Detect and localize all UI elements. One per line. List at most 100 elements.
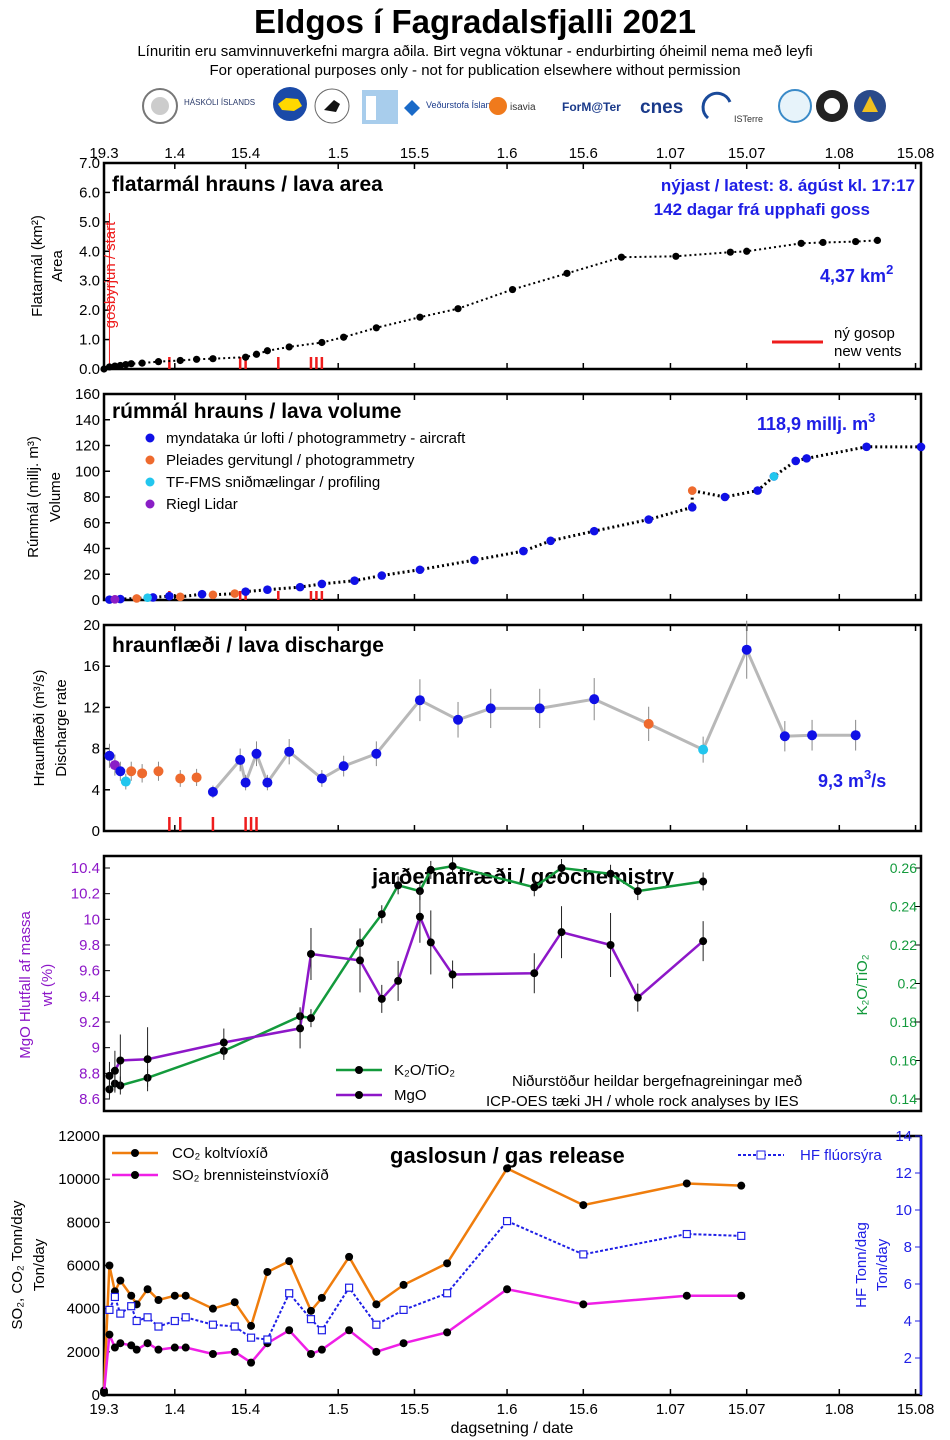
x-top-tick-label: 15.6 bbox=[569, 145, 598, 162]
volume-y-tick-label: 160 bbox=[75, 386, 100, 403]
x-top-tick-label: 19.3 bbox=[89, 145, 118, 162]
volume-data-point bbox=[350, 576, 359, 585]
discharge-y-tick-label: 4 bbox=[92, 782, 100, 799]
gas-data-point bbox=[503, 1285, 512, 1294]
isterre-logo bbox=[701, 91, 732, 120]
volume-data-point bbox=[687, 486, 697, 495]
gas-data-point bbox=[116, 1339, 125, 1348]
days-since-start-label: 142 dagar frá upphafi goss bbox=[654, 200, 870, 219]
hi-seal-logo bbox=[142, 88, 178, 124]
gas-data-point bbox=[143, 1339, 152, 1348]
geochem-note-1: Niðurstöður heildar bergefnagreiningar m… bbox=[512, 1073, 802, 1090]
discharge-data-point bbox=[191, 772, 202, 783]
volume-data-point bbox=[175, 592, 185, 602]
volume-legend-marker bbox=[145, 455, 155, 465]
discharge-current-value: 9,3 m3/s bbox=[818, 767, 886, 791]
discharge-data-point bbox=[137, 768, 148, 779]
volume-current-value: 118,9 millj. m3 bbox=[757, 410, 875, 434]
area-data-point bbox=[416, 313, 424, 321]
gas-data-point bbox=[181, 1343, 190, 1352]
area-data-point bbox=[819, 238, 827, 247]
round-logos bbox=[778, 89, 886, 123]
mgo-data-point bbox=[426, 938, 435, 947]
area-y-tick-label: 1.0 bbox=[79, 332, 100, 349]
gas-y-tick-label: 2000 bbox=[67, 1344, 100, 1361]
volume-legend-label: Riegl Lidar bbox=[166, 496, 238, 513]
discharge-data-point bbox=[175, 773, 186, 784]
mgo-data-point bbox=[143, 1055, 152, 1064]
mgo-data-point bbox=[355, 956, 364, 965]
k2o-tio2-data-point bbox=[448, 862, 457, 871]
volume-data-point bbox=[519, 546, 528, 556]
area-y-tick-label: 4.0 bbox=[79, 243, 100, 260]
discharge-data-point bbox=[284, 746, 295, 757]
mgo-series-line bbox=[108, 913, 704, 1077]
discharge-data-point bbox=[338, 761, 349, 772]
hf-data-point bbox=[116, 1309, 125, 1318]
hf-data-point bbox=[154, 1322, 163, 1331]
blue-square-logo bbox=[362, 90, 398, 124]
superscript: 2 bbox=[886, 262, 893, 277]
area-y-label-2: Area bbox=[49, 250, 66, 282]
volume-data-point bbox=[687, 503, 697, 512]
k2o-tio2-data-point bbox=[530, 883, 539, 892]
hf-data-point bbox=[132, 1316, 141, 1326]
gas-right-y-tick-label: 8 bbox=[904, 1239, 912, 1256]
hf-data-point bbox=[372, 1320, 381, 1329]
area-y-tick-label: 5.0 bbox=[79, 214, 100, 231]
volume-y-label-2: Volume bbox=[47, 472, 64, 522]
gas-data-point bbox=[127, 1291, 136, 1300]
geochem-legend-marker bbox=[355, 1091, 363, 1099]
gas-y-tick-label: 8000 bbox=[67, 1214, 100, 1231]
volume-data-point bbox=[720, 492, 730, 502]
area-data-point bbox=[454, 305, 462, 313]
area-data-point bbox=[100, 365, 108, 373]
hf-data-point bbox=[399, 1305, 408, 1315]
volume-panel-title: rúmmál hrauns / lava volume bbox=[112, 400, 401, 423]
vents-legend-label-is: ný gosop bbox=[834, 325, 895, 342]
gas-y-tick-label: 4000 bbox=[67, 1301, 100, 1318]
formater-logo-text: ForM@Ter bbox=[562, 100, 621, 114]
discharge-data-point bbox=[850, 730, 861, 741]
discharge-panel-title: hraunflæði / lava discharge bbox=[112, 634, 384, 657]
superscript: 3 bbox=[864, 767, 871, 782]
geochem-y-label-2: wt (%) bbox=[39, 964, 56, 1008]
discharge-data-point bbox=[741, 644, 752, 655]
volume-y-tick-label: 0 bbox=[92, 592, 100, 609]
gas-y-label-2: Ton/day bbox=[31, 1238, 48, 1291]
area-data-point bbox=[508, 285, 517, 294]
hf-data-point bbox=[345, 1283, 354, 1292]
gas-data-point bbox=[317, 1293, 326, 1302]
discharge-y-tick-label: 8 bbox=[92, 741, 100, 758]
cnes-logo-text: cnes bbox=[640, 97, 683, 118]
geochem-y-label: MgO Hlutfall af massa bbox=[17, 911, 34, 1059]
k2o-tio2-data-point bbox=[426, 865, 435, 874]
mgo-data-point bbox=[699, 937, 708, 946]
discharge-data-point bbox=[485, 703, 496, 714]
area-panel-title: flatarmál hrauns / lava area bbox=[112, 173, 383, 196]
gas-data-point bbox=[399, 1339, 408, 1348]
k2o-tio2-data-point bbox=[377, 910, 386, 919]
x-top-tick-label: 1.6 bbox=[497, 145, 518, 162]
x-axis-label: dagsetning / date bbox=[451, 1420, 574, 1437]
volume-data-point bbox=[132, 594, 141, 603]
geochem-y-tick-label: 10 bbox=[83, 911, 100, 928]
mgo-data-point bbox=[415, 912, 424, 921]
gas-y-tick-label: 12000 bbox=[58, 1128, 100, 1145]
gas-right-y-tick-label: 2 bbox=[904, 1350, 912, 1367]
partner-logos: HÁSKÓLI ÍSLANDS Veðurstofa Íslands isavi… bbox=[142, 87, 886, 124]
discharge-data-point bbox=[371, 748, 382, 759]
hf-data-point bbox=[170, 1316, 179, 1326]
gas-series-line bbox=[102, 1166, 742, 1391]
x-bottom-tick-label: 15.6 bbox=[569, 1401, 598, 1418]
hf-data-point bbox=[579, 1250, 588, 1259]
geochem-y-tick-label: 9.4 bbox=[79, 988, 100, 1005]
gas-data-point bbox=[682, 1291, 691, 1300]
volume-data-point bbox=[791, 456, 801, 466]
mgo-data-point bbox=[105, 1071, 114, 1080]
discharge-data-point bbox=[262, 777, 273, 788]
hf-data-point bbox=[443, 1289, 452, 1298]
mgo-data-point bbox=[530, 969, 539, 978]
k2o-tio2-data-point bbox=[633, 887, 642, 896]
gas-data-point bbox=[372, 1300, 381, 1309]
